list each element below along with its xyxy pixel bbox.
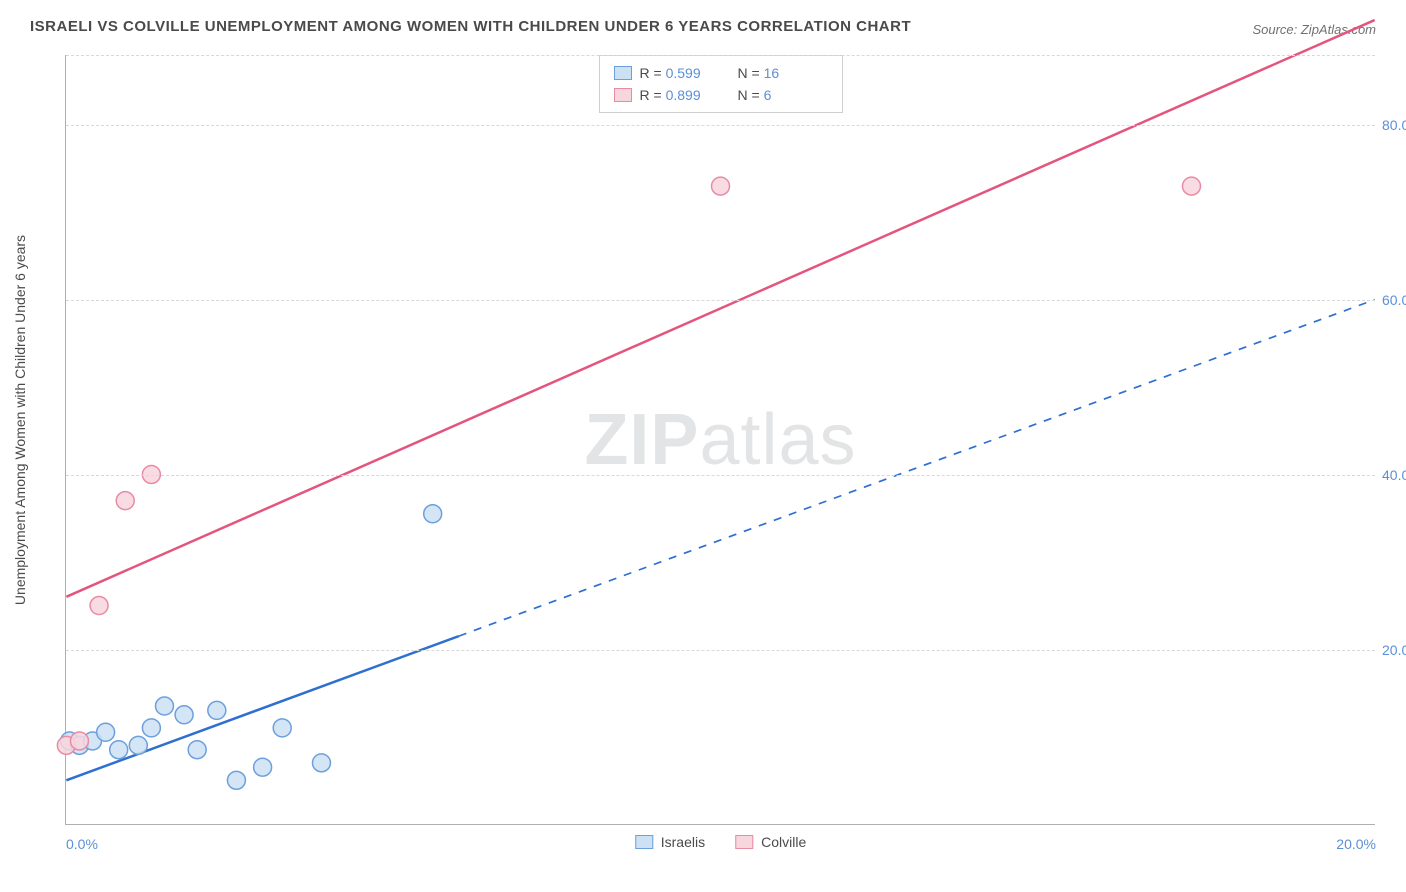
data-point [1182, 177, 1200, 195]
data-point [712, 177, 730, 195]
legend-series-item: Colville [735, 834, 806, 850]
y-tick-label: 20.0% [1382, 642, 1406, 658]
data-point [188, 741, 206, 759]
gridline [66, 475, 1375, 476]
data-point [142, 719, 160, 737]
legend-correlation: R = 0.599 N = 16 R = 0.899 N = 6 [599, 55, 843, 113]
data-point [90, 597, 108, 615]
data-point [254, 758, 272, 776]
data-point [70, 732, 88, 750]
gridline [66, 125, 1375, 126]
y-tick-label: 60.0% [1382, 292, 1406, 308]
data-point [227, 771, 245, 789]
data-point [175, 706, 193, 724]
legend-n: N = 6 [738, 84, 828, 106]
legend-series-item: Israelis [635, 834, 705, 850]
legend-swatch [635, 835, 653, 849]
data-point [424, 505, 442, 523]
legend-correlation-row: R = 0.599 N = 16 [614, 62, 828, 84]
gridline [66, 55, 1375, 56]
data-point [312, 754, 330, 772]
x-tick-label: 0.0% [66, 836, 98, 852]
legend-r: R = 0.899 [640, 84, 730, 106]
legend-swatch [614, 88, 632, 102]
legend-series: Israelis Colville [635, 834, 806, 850]
legend-n: N = 16 [738, 62, 828, 84]
data-point [155, 697, 173, 715]
legend-r: R = 0.599 [640, 62, 730, 84]
gridline [66, 300, 1375, 301]
data-point [129, 736, 147, 754]
plot-area: ZIPatlas R = 0.599N = 16R = 0.899N = 6 I… [65, 55, 1375, 825]
x-tick-label: 20.0% [1336, 836, 1376, 852]
legend-swatch [735, 835, 753, 849]
legend-series-label: Israelis [661, 834, 705, 850]
data-point [273, 719, 291, 737]
regression-line-dashed [459, 300, 1375, 636]
y-tick-label: 40.0% [1382, 467, 1406, 483]
legend-swatch [614, 66, 632, 80]
legend-correlation-row: R = 0.899 N = 6 [614, 84, 828, 106]
data-point [110, 741, 128, 759]
data-point [116, 492, 134, 510]
data-point [97, 723, 115, 741]
y-tick-label: 80.0% [1382, 117, 1406, 133]
legend-series-label: Colville [761, 834, 806, 850]
y-axis-label: Unemployment Among Women with Children U… [12, 235, 28, 605]
chart-svg [66, 55, 1375, 824]
gridline [66, 650, 1375, 651]
chart-title: ISRAELI VS COLVILLE UNEMPLOYMENT AMONG W… [30, 18, 911, 35]
source-attribution: Source: ZipAtlas.com [1252, 22, 1376, 37]
data-point [208, 701, 226, 719]
